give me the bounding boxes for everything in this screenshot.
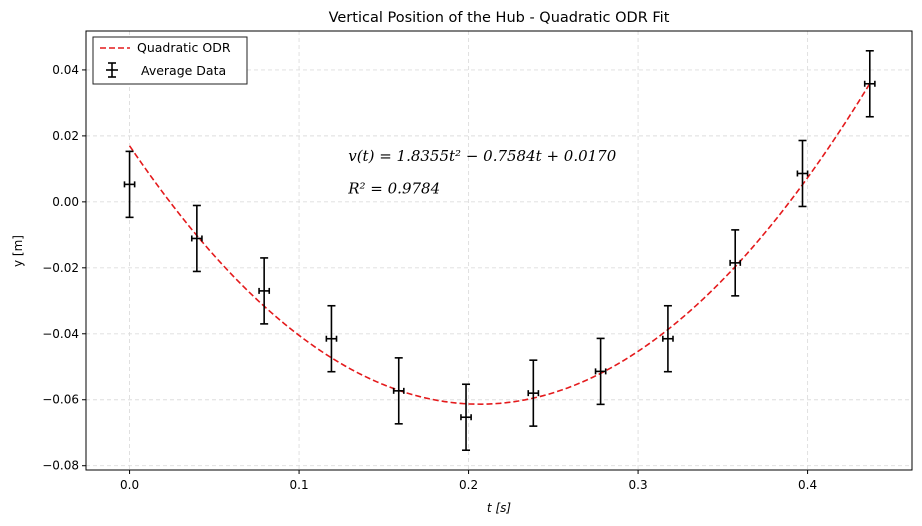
y-tick-label: −0.02 <box>42 261 79 275</box>
legend: Quadratic ODR Average Data <box>92 36 248 85</box>
x-axis-label: t [s] <box>487 501 511 515</box>
equation-annotation: v(t) = 1.8355t² − 0.7584t + 0.0170 <box>348 147 617 165</box>
data-point <box>662 304 674 373</box>
chart-title: Vertical Position of the Hub - Quadratic… <box>329 10 670 26</box>
legend-data-label: Average Data <box>141 63 226 78</box>
x-axis: 0.0 0.1 0.2 0.3 0.4 <box>120 470 817 492</box>
legend-box <box>92 36 248 85</box>
data-point <box>863 49 876 118</box>
y-tick-label: −0.04 <box>42 327 79 341</box>
y-tick-label: −0.06 <box>42 393 79 407</box>
fit-curve-layer <box>128 82 871 405</box>
data-point <box>796 139 809 208</box>
y-axis: −0.08 −0.06 −0.04 −0.02 0.00 0.02 0.04 <box>42 63 86 473</box>
y-tick-label: 0.00 <box>52 195 79 209</box>
y-tick-label: −0.08 <box>42 459 79 473</box>
x-tick-label: 0.1 <box>290 478 309 492</box>
data-point <box>594 337 607 406</box>
x-tick-label: 0.4 <box>798 478 817 492</box>
y-tick-label: 0.04 <box>52 63 79 77</box>
data-point <box>527 359 540 427</box>
data-point <box>258 257 271 325</box>
x-tick-label: 0.2 <box>459 478 478 492</box>
data-point <box>325 304 338 373</box>
data-point <box>190 204 203 273</box>
fit-curve <box>128 82 871 405</box>
data-point <box>123 150 136 219</box>
y-tick-label: 0.02 <box>52 129 79 143</box>
grid <box>86 31 912 470</box>
legend-data-swatch <box>106 62 118 78</box>
data-points-layer <box>123 49 876 452</box>
plot-frame <box>85 30 913 471</box>
data-point <box>729 229 742 297</box>
data-point <box>460 383 472 452</box>
x-tick-label: 0.3 <box>629 478 648 492</box>
y-axis-label: y [m] <box>11 235 25 267</box>
legend-fit-label: Quadratic ODR <box>137 40 231 55</box>
r-squared-annotation: R² = 0.9784 <box>347 179 440 197</box>
x-tick-label: 0.0 <box>120 478 139 492</box>
data-point <box>392 357 405 425</box>
